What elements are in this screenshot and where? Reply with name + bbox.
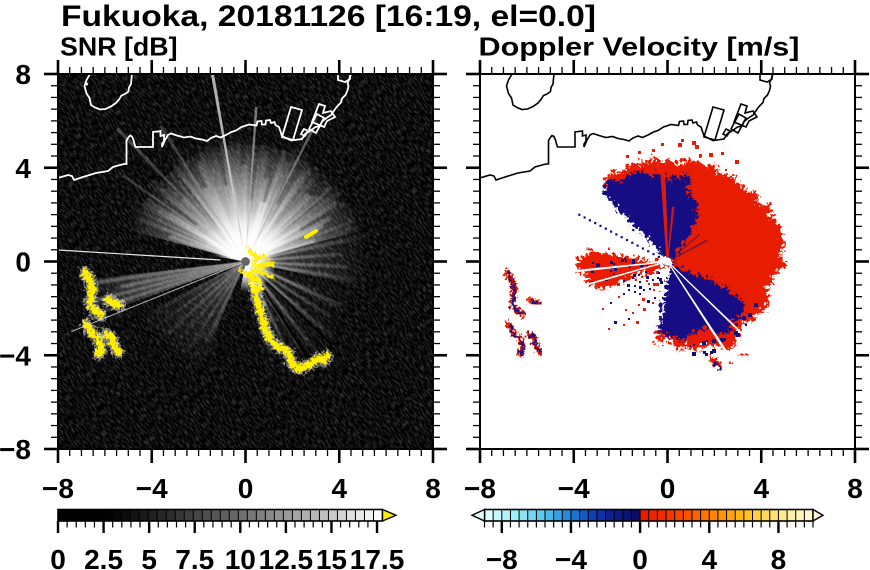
svg-text:10: 10 <box>225 544 256 570</box>
svg-text:7.5: 7.5 <box>175 544 214 570</box>
svg-text:4: 4 <box>331 473 347 504</box>
svg-text:0: 0 <box>50 544 66 570</box>
svg-text:−8: −8 <box>464 473 496 504</box>
svg-text:SNR [dB]: SNR [dB] <box>60 32 178 62</box>
svg-text:−8: −8 <box>42 473 74 504</box>
svg-text:−4: −4 <box>136 473 168 504</box>
svg-text:−8: −8 <box>486 544 518 570</box>
svg-text:0: 0 <box>238 473 254 504</box>
svg-text:−8: −8 <box>0 434 31 465</box>
svg-text:0: 0 <box>632 544 648 570</box>
svg-text:4: 4 <box>702 544 718 570</box>
svg-text:5: 5 <box>141 544 157 570</box>
svg-text:12.5: 12.5 <box>259 544 314 570</box>
svg-text:2.5: 2.5 <box>84 544 123 570</box>
svg-text:8: 8 <box>425 473 441 504</box>
svg-text:0: 0 <box>660 473 676 504</box>
svg-text:Doppler Velocity [m/s]: Doppler Velocity [m/s] <box>479 32 800 62</box>
svg-text:−4: −4 <box>555 544 587 570</box>
svg-text:8: 8 <box>847 473 863 504</box>
svg-text:17.5: 17.5 <box>350 544 405 570</box>
svg-text:8: 8 <box>771 544 787 570</box>
svg-text:8: 8 <box>15 59 31 90</box>
svg-text:4: 4 <box>753 473 769 504</box>
svg-text:−4: −4 <box>0 340 31 371</box>
svg-text:4: 4 <box>15 153 31 184</box>
svg-text:Fukuoka, 20181126 [16:19, el=0: Fukuoka, 20181126 [16:19, el=0.0] <box>61 0 596 33</box>
svg-text:0: 0 <box>15 247 31 278</box>
svg-text:−4: −4 <box>558 473 590 504</box>
svg-text:15: 15 <box>316 544 347 570</box>
